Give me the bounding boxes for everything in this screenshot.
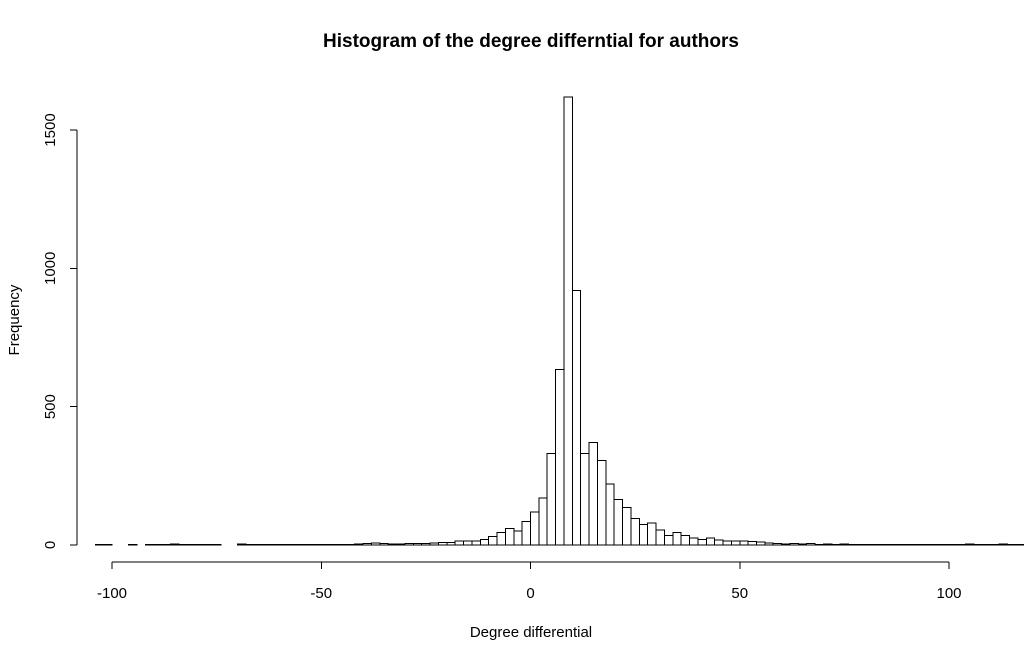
histogram-bar <box>822 543 833 546</box>
x-axis-label: Degree differential <box>470 624 592 641</box>
histogram-bar <box>814 543 824 546</box>
y-tick-label: 1000 <box>42 252 59 285</box>
y-axis-label: Frequency <box>6 284 23 355</box>
histogram-bar <box>747 541 757 546</box>
x-tick-label: 100 <box>936 585 961 602</box>
histogram-bar <box>965 543 975 546</box>
histogram-bar <box>454 540 465 546</box>
histogram-bar <box>571 289 582 546</box>
histogram-bar <box>345 543 356 546</box>
x-tick-label: 0 <box>526 585 534 602</box>
histogram-bar <box>278 543 289 546</box>
y-axis: 0 500 1000 1500 <box>42 113 78 549</box>
histogram-bar <box>755 541 766 546</box>
histogram-bar <box>370 542 381 546</box>
histogram-bar <box>563 96 573 546</box>
histogram-bar <box>546 453 557 546</box>
histogram-bar <box>471 540 481 546</box>
histogram-bar <box>404 543 414 546</box>
x-tick-label: -50 <box>310 585 332 602</box>
histogram-bar <box>479 538 490 546</box>
histogram-bar <box>680 534 691 546</box>
histogram-bar <box>638 523 649 546</box>
histogram-bar <box>714 539 724 546</box>
y-tick-label: 1500 <box>42 113 59 146</box>
histogram-bar <box>596 460 607 546</box>
histogram-bar <box>337 543 347 546</box>
histogram-bar <box>580 453 590 546</box>
histogram-bar <box>538 497 548 546</box>
histogram-bar <box>772 542 783 546</box>
histogram-bar <box>504 527 515 546</box>
histogram-bar <box>647 522 657 546</box>
histogram-bar <box>739 540 749 546</box>
histogram-bar <box>488 536 498 546</box>
histogram-bar <box>237 543 247 546</box>
histogram-bar <box>672 532 682 546</box>
histogram-bar <box>806 542 816 546</box>
chart-title: Histogram of the degree differntial for … <box>323 31 739 52</box>
histogram-bar <box>797 543 808 546</box>
histogram-bar <box>839 543 850 546</box>
histogram-bar <box>622 507 632 546</box>
histogram-bar <box>496 532 506 546</box>
histogram-bar <box>630 518 640 546</box>
histogram-bar <box>153 543 163 546</box>
histogram-bar <box>530 511 540 546</box>
histogram-bar <box>437 542 448 546</box>
histogram-bar <box>781 543 791 546</box>
histogram-bar <box>521 520 532 546</box>
histogram-bar <box>421 542 431 546</box>
histogram-bar <box>689 537 699 546</box>
histogram-bar <box>513 530 523 546</box>
histogram-bar <box>446 542 456 546</box>
x-tick-label: -100 <box>97 585 127 602</box>
histogram-bars <box>94 96 1024 546</box>
histogram-bar <box>312 543 322 546</box>
histogram-bar <box>555 368 565 546</box>
y-tick-label: 0 <box>42 541 59 549</box>
histogram-bar <box>705 537 716 546</box>
histogram-bar <box>170 543 180 546</box>
histogram-bar <box>789 542 799 546</box>
histogram-bar <box>362 542 372 546</box>
x-tick-label: 50 <box>731 585 748 602</box>
histogram-bar <box>412 543 423 546</box>
histogram-bar <box>764 542 774 546</box>
histogram-bar <box>998 543 1009 546</box>
histogram-bar <box>697 538 707 546</box>
histogram-bar <box>387 543 398 546</box>
histogram-bar <box>354 543 364 546</box>
y-tick-label: 500 <box>42 394 59 419</box>
histogram-bar <box>722 540 732 546</box>
histogram-bar <box>730 540 741 546</box>
histogram-bar <box>613 498 624 546</box>
histogram-bar <box>463 540 473 546</box>
histogram-bar <box>655 529 665 546</box>
histogram-bar <box>379 543 389 546</box>
histogram-bar <box>663 534 674 546</box>
histogram-bar <box>605 483 615 546</box>
histogram-bar <box>429 542 439 546</box>
histogram-bar <box>396 543 406 546</box>
histogram-bar <box>588 442 598 546</box>
x-axis: -100 -50 0 50 100 <box>97 561 962 602</box>
